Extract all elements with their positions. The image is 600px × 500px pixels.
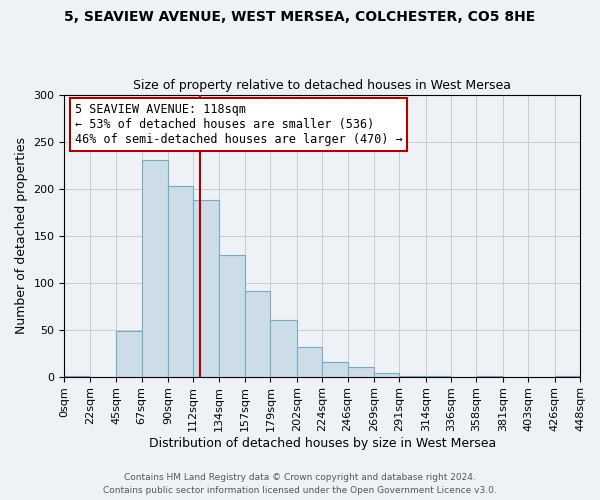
Bar	[322, 362, 347, 376]
Bar	[347, 367, 374, 376]
Bar	[193, 200, 218, 376]
Y-axis label: Number of detached properties: Number of detached properties	[15, 137, 28, 334]
Text: 5, SEAVIEW AVENUE, WEST MERSEA, COLCHESTER, CO5 8HE: 5, SEAVIEW AVENUE, WEST MERSEA, COLCHEST…	[64, 10, 536, 24]
Text: Contains HM Land Registry data © Crown copyright and database right 2024.
Contai: Contains HM Land Registry data © Crown c…	[103, 474, 497, 495]
Bar	[245, 291, 271, 376]
Bar	[168, 186, 193, 376]
Bar	[142, 160, 168, 376]
Bar	[374, 373, 400, 376]
Title: Size of property relative to detached houses in West Mersea: Size of property relative to detached ho…	[133, 79, 511, 92]
Bar	[116, 332, 142, 376]
Bar	[297, 348, 322, 376]
Text: 5 SEAVIEW AVENUE: 118sqm
← 53% of detached houses are smaller (536)
46% of semi-: 5 SEAVIEW AVENUE: 118sqm ← 53% of detach…	[75, 103, 403, 146]
Bar	[218, 256, 245, 376]
Bar	[271, 320, 297, 376]
X-axis label: Distribution of detached houses by size in West Mersea: Distribution of detached houses by size …	[149, 437, 496, 450]
